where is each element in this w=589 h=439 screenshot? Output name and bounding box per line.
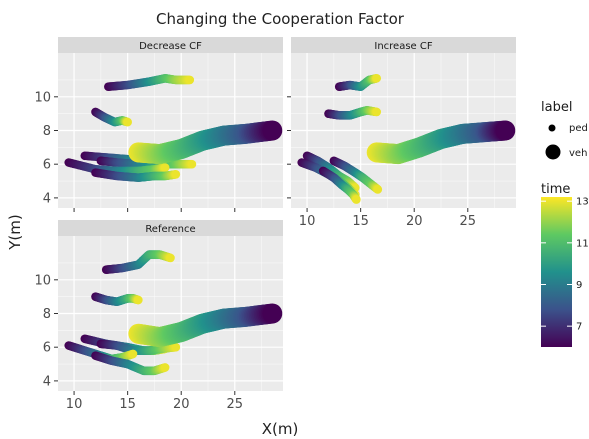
colorbar-tick-label: 11 [576,238,589,249]
colorbar-ticks: 7 9 11 13 [541,197,589,333]
trajectory-point [372,107,382,117]
trajectory-point [160,363,170,372]
trajectory-point [352,195,361,204]
trajectory-veh-6 [128,120,283,165]
y-tick-label: 10 [34,273,51,288]
trajectory-ped-3 [96,339,181,355]
trajectory-point [372,73,382,83]
legend-veh-key [545,144,561,160]
x-tick-label: 20 [406,214,423,229]
facet-strip-label: Decrease CF [139,41,202,52]
x-tick-label: 25 [460,214,477,229]
trajectory-point [373,185,383,194]
facet-strip [58,37,283,53]
trajectories [64,73,283,182]
trajectory-ped-0 [101,250,175,274]
trajectory-veh-6 [128,303,283,348]
panel-0: Decrease CF 4 6 8 10 [34,37,283,212]
colorbar-tick-label: 9 [576,280,582,291]
facet-strip-label: Reference [145,224,195,235]
trajectory-ped-1 [324,105,382,120]
trajectory-point [187,159,197,169]
trajectory-point [262,120,283,141]
panel-1: Increase CF 10 15 20 25 [287,37,516,229]
y-tick-label: 8 [43,124,51,139]
facet-strip [58,220,283,236]
y-tick-label: 10 [34,90,51,105]
x-tick-label: 10 [299,214,316,229]
x-tick-label: 10 [66,397,83,412]
legend-color-title: time [541,182,570,197]
y-tick-label: 4 [43,374,51,389]
x-axis-label: X(m) [262,420,299,438]
legend-ped-label: ped [569,123,588,134]
trajectory-ped-5 [91,351,170,376]
trajectory-point [262,303,283,324]
colorbar [541,197,572,347]
colorbar-tick-label: 7 [576,322,582,333]
trajectory-point [185,75,195,85]
trajectory-veh-6 [366,120,516,165]
trajectory-point [128,349,138,359]
panel-2: Reference 10 15 20 25 4 6 8 10 [34,220,283,412]
trajectories [64,250,283,376]
trajectory-ped-3 [329,156,383,194]
y-tick-label: 6 [43,158,51,173]
y-tick-label: 4 [43,191,51,206]
trajectories [297,73,516,204]
y-axis-label: Y(m) [6,214,24,250]
chart-title: Changing the Cooperation Factor [156,10,405,28]
legend-veh-label: veh [569,148,587,159]
trajectory-point [171,170,181,179]
legend-ped-key [548,124,556,132]
x-tick-label: 15 [119,397,136,412]
trajectory-point [171,342,181,352]
y-tick-label: 8 [43,307,51,322]
trajectory-point [166,253,175,263]
facet-strip [291,37,516,53]
y-tick-label: 6 [43,341,51,356]
legend: label ped veh time 7 9 11 13 [541,100,589,347]
trajectory-ped-0 [334,73,382,91]
trajectory-ped-5 [318,166,361,204]
trajectory-point [134,295,143,305]
facet-strip-label: Increase CF [374,41,432,52]
trajectory-ped-1 [91,107,132,127]
colorbar-tick-label: 13 [576,197,589,208]
trajectory-point [123,117,132,127]
x-tick-label: 15 [352,214,369,229]
trajectory-point [495,120,516,141]
trajectory-ped-1 [91,292,143,307]
trajectory-ped-5 [91,168,181,182]
trajectory-ped-0 [104,73,195,91]
legend-size-title: label [541,100,572,115]
x-tick-label: 20 [173,397,190,412]
trajectory-point [160,163,170,172]
x-tick-label: 25 [227,397,244,412]
